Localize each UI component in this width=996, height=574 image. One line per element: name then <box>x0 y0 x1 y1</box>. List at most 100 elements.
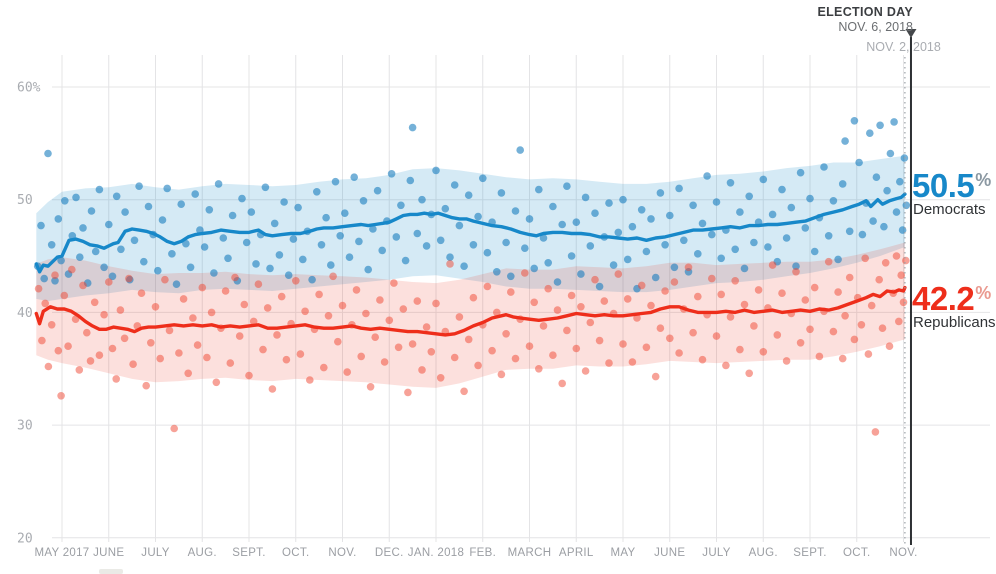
democrat-poll-dot <box>666 211 674 220</box>
republican-poll-dot <box>899 298 908 307</box>
democrat-poll-dot <box>154 266 162 275</box>
republican-poll-dot <box>539 322 548 330</box>
democrat-poll-dot <box>392 233 401 241</box>
republican-poll-dot <box>768 261 777 269</box>
democrat-poll-dot <box>61 197 69 205</box>
democrat-poll-dot <box>834 255 842 264</box>
democrat-poll-dot <box>736 208 744 216</box>
democrat-poll-dot <box>121 208 129 216</box>
democrat-poll-dot <box>591 209 599 217</box>
democrat-poll-dot <box>694 250 702 258</box>
democrat-poll-dot <box>474 212 482 221</box>
republican-poll-dot <box>231 273 239 282</box>
republican-poll-dot <box>875 275 883 284</box>
republican-poll-dot <box>147 339 155 347</box>
democrat-poll-dot <box>829 197 838 205</box>
democrat-poll-dot <box>549 202 557 211</box>
democrat-poll-dot <box>112 192 121 201</box>
republican-poll-dot <box>731 277 739 285</box>
republican-poll-dot <box>810 283 819 292</box>
republican-poll-dot <box>47 321 56 329</box>
republican-poll-dot <box>54 346 63 355</box>
republican-poll-dot <box>815 352 824 361</box>
democrat-poll-dot <box>359 197 368 205</box>
republicans-trend-line <box>34 285 907 337</box>
republican-poll-dot <box>249 317 258 326</box>
republican-poll-dot <box>675 349 683 357</box>
republican-poll-dot <box>334 337 342 346</box>
democrat-poll-dot <box>108 272 117 281</box>
republican-poll-dot <box>464 335 473 344</box>
democrat-poll-dot <box>563 182 571 190</box>
democrat-poll-dot <box>289 235 298 243</box>
republican-poll-dot <box>235 332 244 340</box>
democrat-poll-dot <box>670 263 679 272</box>
republican-poll-dot <box>722 361 730 370</box>
democrat-poll-dot <box>553 278 562 286</box>
x-axis-label: OCT. <box>843 547 870 559</box>
democrat-poll-dot <box>79 224 87 232</box>
democrat-poll-dot <box>401 256 410 265</box>
democrat-poll-dot <box>100 263 108 272</box>
x-axis-label: SEPT. <box>232 547 265 559</box>
democrat-poll-dot <box>247 208 256 216</box>
republican-poll-dot <box>792 268 800 276</box>
democrat-poll-dot <box>242 238 251 247</box>
democrat-poll-dot <box>869 217 877 225</box>
democrat-poll-dot <box>886 149 895 158</box>
republican-poll-dot <box>436 374 445 382</box>
republican-poll-dot <box>329 272 337 281</box>
x-axis-label: NOV. <box>328 547 356 559</box>
republican-poll-dot <box>432 299 440 308</box>
republican-poll-dot <box>796 339 805 347</box>
republicans-value-unit: % <box>975 283 992 303</box>
democrat-poll-dot <box>37 221 45 230</box>
democrat-poll-dot <box>764 243 772 251</box>
republican-poll-dot <box>404 388 412 397</box>
republican-poll-dot <box>376 296 384 304</box>
democrat-poll-dot <box>778 185 786 194</box>
republican-poll-dot <box>175 349 183 357</box>
republican-poll-dot <box>338 301 347 310</box>
republican-poll-dot <box>64 342 72 351</box>
republican-poll-dot <box>483 282 492 291</box>
democrats-value-unit: % <box>975 170 992 190</box>
republican-poll-dot <box>530 298 538 307</box>
democrat-poll-dot <box>186 263 195 272</box>
republican-poll-dot <box>366 383 375 391</box>
democrat-poll-dot <box>845 227 854 236</box>
democrat-poll-dot <box>369 225 377 233</box>
x-axis-label: JULY <box>702 547 730 559</box>
x-axis-label: MAY <box>611 547 636 559</box>
democrat-poll-dot <box>619 195 627 204</box>
democrat-poll-dot <box>460 262 468 271</box>
democrat-poll-dot <box>609 261 618 269</box>
republican-poll-dot <box>38 336 46 345</box>
democrat-poll-dot <box>378 246 387 255</box>
democrat-poll-dot <box>581 193 590 202</box>
democrat-poll-dot <box>544 259 552 267</box>
republican-poll-dot <box>277 292 286 301</box>
republican-poll-dot <box>586 318 595 327</box>
republican-poll-dot <box>34 284 43 293</box>
democrat-poll-dot <box>577 270 585 278</box>
democrat-poll-dot <box>280 198 288 206</box>
democrat-poll-dot <box>172 280 181 289</box>
republican-poll-dot <box>619 340 627 348</box>
republican-poll-dot <box>773 331 782 339</box>
democrat-poll-dot <box>689 201 697 210</box>
democrat-poll-dot <box>210 269 218 277</box>
republican-poll-dot <box>651 372 660 381</box>
democrat-poll-dot <box>91 247 100 256</box>
republican-poll-dot <box>782 357 791 365</box>
republican-poll-dot <box>867 301 876 310</box>
democrat-poll-dot <box>558 220 566 229</box>
republican-poll-dot <box>553 306 562 314</box>
republican-poll-dot <box>563 326 571 335</box>
republican-poll-dot <box>628 358 637 366</box>
republican-poll-dot <box>165 326 174 335</box>
democrat-poll-dot <box>252 260 260 268</box>
democrat-poll-dot <box>516 146 524 154</box>
republican-poll-dot <box>637 281 646 290</box>
